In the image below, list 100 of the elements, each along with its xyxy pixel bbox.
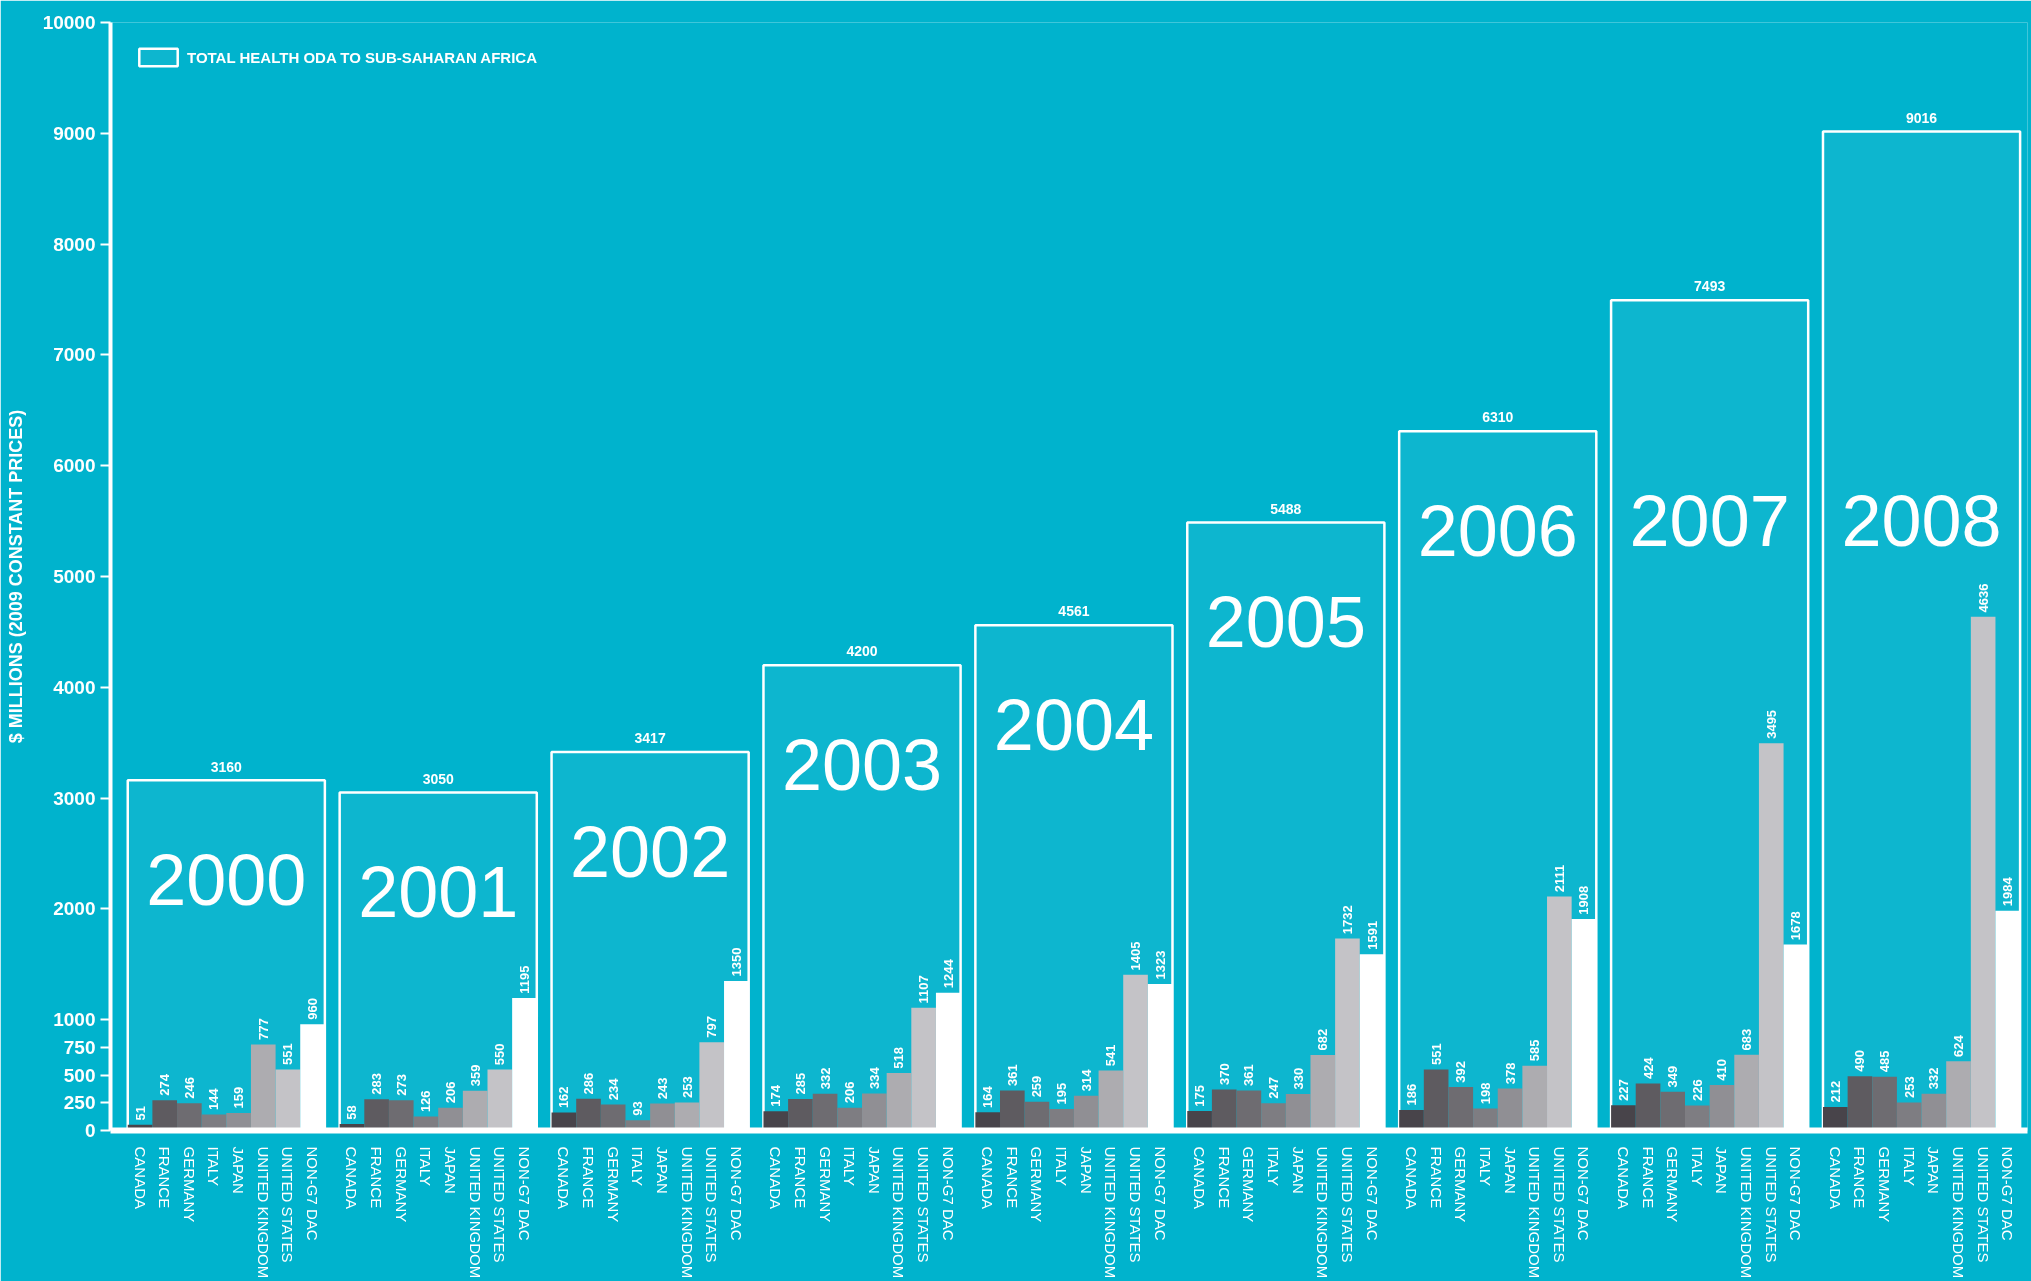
data-label: 1678 <box>1788 911 1804 941</box>
data-label: 285 <box>792 1072 808 1095</box>
data-label: 485 <box>1877 1050 1893 1073</box>
text: FRANCE <box>1427 1146 1445 1209</box>
text: CANADA <box>343 1146 361 1210</box>
data-label: 797 <box>704 1016 720 1038</box>
data-label: 3495 <box>1763 709 1779 739</box>
text: JAPAN <box>442 1146 460 1194</box>
text: JAPAN <box>653 1146 671 1194</box>
text: NON-G7 DAC <box>515 1146 533 1241</box>
text: UNITED STATES <box>1550 1146 1568 1263</box>
data-label: 3050 <box>422 770 454 787</box>
text: GERMANY <box>1664 1146 1682 1223</box>
data-label: 286 <box>581 1072 597 1095</box>
data-label: 682 <box>1315 1028 1331 1051</box>
data-label: 144 <box>206 1087 222 1111</box>
y-tick-label: 3000 <box>53 787 96 809</box>
data-label: 1350 <box>728 947 744 977</box>
text: NON-G7 DAC <box>939 1146 957 1241</box>
y-tick-label: 0 <box>84 1120 96 1141</box>
text: CANADA <box>1403 1146 1420 1210</box>
data-label: 4561 <box>1058 603 1090 620</box>
text: UNITED KINGDOM <box>1102 1146 1120 1279</box>
data-label: 551 <box>280 1043 296 1066</box>
text: UNITED KINGDOM <box>1526 1146 1544 1279</box>
y-tick-label: 1000 <box>53 1009 96 1031</box>
data-label: 314 <box>1078 1068 1094 1092</box>
text: FRANCE <box>1639 1146 1657 1209</box>
data-label: 164 <box>980 1085 996 1108</box>
data-label: 490 <box>1852 1050 1868 1072</box>
text: FRANCE <box>1215 1146 1233 1209</box>
text: NON-G7 DAC <box>1575 1146 1593 1241</box>
y-tick-label: 5000 <box>53 566 96 587</box>
text: ITALY <box>417 1146 435 1186</box>
text: ITALY <box>1688 1146 1706 1186</box>
data-label: 226 <box>1689 1079 1705 1102</box>
text: NON-G7 DAC <box>304 1146 322 1241</box>
x-tick-label: 2007 <box>1629 481 1790 562</box>
text: UNITED KINGDOM <box>678 1146 696 1279</box>
data-label: 551 <box>1428 1043 1444 1066</box>
y-tick-label: 7000 <box>53 344 96 366</box>
data-label: 361 <box>1241 1064 1257 1087</box>
text: UNITED STATES <box>279 1146 297 1263</box>
text: UNITED KINGDOM <box>1950 1146 1968 1279</box>
text: GERMANY <box>816 1146 834 1223</box>
data-label: 126 <box>418 1090 434 1113</box>
data-label: 1107 <box>916 975 932 1004</box>
data-label: 6310 <box>1482 409 1514 426</box>
text: UNITED STATES <box>1338 1146 1356 1263</box>
data-label: 247 <box>1266 1077 1282 1099</box>
data-label: 410 <box>1714 1058 1730 1081</box>
data-label: 206 <box>842 1081 858 1104</box>
text: GERMANY <box>1452 1146 1470 1223</box>
data-label: 259 <box>1029 1075 1045 1098</box>
data-label: 93 <box>630 1101 646 1116</box>
text: JAPAN <box>1077 1146 1095 1194</box>
text: NON-G7 DAC <box>1787 1146 1805 1241</box>
x-tick-label: 2008 <box>1841 481 2002 562</box>
text: GERMANY <box>392 1146 410 1223</box>
text: FRANCE <box>1003 1146 1021 1209</box>
x-tick-label: 2005 <box>1205 582 1366 663</box>
data-label: 370 <box>1216 1063 1232 1086</box>
text: GERMANY <box>1028 1146 1046 1223</box>
text: CANADA <box>767 1146 785 1210</box>
x-tick-label: 2002 <box>570 811 731 892</box>
data-label: 4636 <box>1975 583 1991 613</box>
data-label: 3417 <box>634 730 666 747</box>
data-label: 332 <box>1926 1067 1942 1090</box>
text: UNITED KINGDOM <box>466 1146 484 1279</box>
data-label: 359 <box>467 1064 483 1087</box>
data-label: 227 <box>1615 1079 1631 1101</box>
text: UNITED STATES <box>1974 1146 1992 1263</box>
text: GERMANY <box>1240 1146 1258 1223</box>
data-label: 175 <box>1192 1084 1208 1107</box>
y-tick-label: 750 <box>63 1036 96 1058</box>
x-tick-label: 2006 <box>1417 491 1578 572</box>
data-label: 243 <box>654 1077 670 1100</box>
data-label: 518 <box>891 1046 907 1069</box>
data-label: 206 <box>443 1081 459 1104</box>
data-label: 332 <box>817 1067 833 1090</box>
x-tick-label: 2001 <box>358 852 519 933</box>
data-label: 174 <box>768 1084 784 1107</box>
y-tick-label: 250 <box>63 1092 96 1114</box>
text: NON-G7 DAC <box>1151 1146 1169 1241</box>
data-label: 424 <box>1640 1056 1656 1080</box>
data-label: 683 <box>1739 1028 1755 1051</box>
text: GERMANY <box>180 1146 198 1223</box>
text: JAPAN <box>1925 1146 1943 1194</box>
data-label: 1908 <box>1576 885 1592 915</box>
data-label: 1323 <box>1152 950 1168 980</box>
text: NON-G7 DAC <box>1999 1146 2017 1241</box>
data-label: 1244 <box>940 958 956 989</box>
data-label: 1591 <box>1364 920 1380 950</box>
text: ITALY <box>1053 1146 1071 1186</box>
text: FRANCE <box>156 1146 174 1209</box>
text: GERMANY <box>604 1146 622 1223</box>
data-label: 159 <box>231 1086 247 1109</box>
data-label: 1732 <box>1339 905 1355 935</box>
x-tick-label: 2000 <box>146 840 307 921</box>
data-label: 585 <box>1527 1039 1543 1062</box>
